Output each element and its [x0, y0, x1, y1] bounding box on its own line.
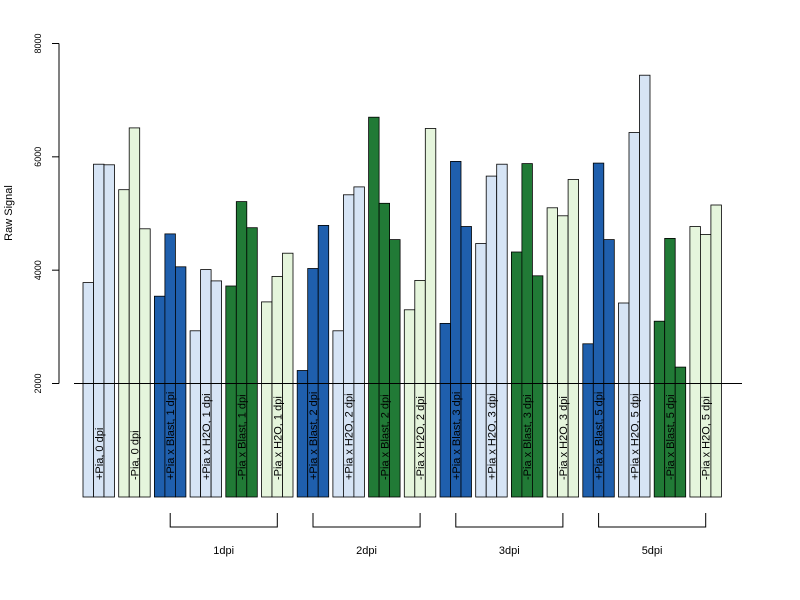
group-brackets: 1dpi 2dpi 3dpi 5dpi — [169, 513, 707, 557]
bar — [82, 282, 94, 498]
bar — [439, 322, 451, 498]
bar — [139, 228, 151, 498]
bar-category-label: -Pia x H2O, 5 dpi — [701, 396, 713, 480]
bar — [403, 309, 416, 498]
bar — [353, 186, 365, 498]
bar — [424, 128, 437, 498]
bar — [332, 330, 344, 498]
group-label: 3dpi — [499, 545, 520, 557]
y-axis-title: Raw Signal — [3, 185, 15, 241]
bar — [389, 239, 401, 498]
bar-category-label: +Pia x Blast, 3 dpi — [451, 392, 463, 480]
bar-category-label: +Pia x H2O, 5 dpi — [629, 393, 641, 480]
bar — [210, 280, 223, 498]
bar — [674, 366, 687, 498]
bar — [460, 226, 472, 498]
bar-category-label: -Pia x Blast, 1 dpi — [237, 394, 249, 480]
group-bracket — [312, 513, 421, 528]
bar — [510, 251, 523, 498]
bar-category-label: +Pia x H2O, 1 dpi — [201, 393, 213, 480]
bar-category-label: -Pia x Blast, 2 dpi — [379, 394, 391, 480]
bar — [653, 320, 666, 498]
bar — [118, 189, 130, 498]
bar — [689, 226, 701, 498]
bar — [603, 239, 615, 498]
bar-category-label: +Pia x Blast, 2 dpi — [308, 392, 320, 480]
bar-category-label: -Pia x Blast, 3 dpi — [522, 394, 534, 480]
group-bracket — [169, 513, 278, 528]
bar-category-label: +Pia x Blast, 1 dpi — [165, 392, 177, 480]
group-bracket — [598, 513, 707, 528]
bar — [618, 302, 630, 498]
bars-layer — [82, 74, 722, 498]
y-ticks: 2000 4000 6000 8000 — [33, 33, 59, 394]
bar — [261, 301, 273, 498]
group-label: 5dpi — [642, 545, 663, 557]
group-bracket — [455, 513, 564, 528]
bar-category-label: +Pia x H2O, 3 dpi — [487, 393, 499, 480]
bar — [546, 207, 558, 498]
bar-category-label: -Pia x Blast, 5 dpi — [665, 394, 677, 480]
y-tick-label: 6000 — [33, 147, 43, 167]
bar-category-label: +Pia x H2O, 2 dpi — [344, 393, 356, 480]
bar — [282, 252, 294, 498]
bar-category-label: +Pia, 0 dpi — [94, 428, 106, 480]
bar-category-label: -Pia, 0 dpi — [129, 430, 141, 480]
bar-labels: +Pia, 0 dpi -Pia, 0 dpi +Pia x Blast, 1 dp… — [94, 392, 713, 480]
bar — [639, 74, 651, 498]
bar — [174, 266, 187, 498]
y-tick-label: 4000 — [33, 260, 43, 280]
y-tick-label: 2000 — [33, 373, 43, 393]
bar-category-label: -Pia x H2O, 1 dpi — [272, 396, 284, 480]
bar — [368, 116, 380, 498]
y-tick-label: 8000 — [33, 33, 43, 53]
bar-category-label: +Pia x Blast, 5 dpi — [594, 392, 606, 480]
bar-category-label: -Pia x H2O, 3 dpi — [558, 396, 570, 480]
group-label: 1dpi — [213, 545, 234, 557]
group-label: 2dpi — [356, 545, 377, 557]
bar — [225, 285, 237, 498]
bar — [475, 243, 487, 498]
bar — [296, 370, 309, 498]
bar-category-label: -Pia x H2O, 2 dpi — [415, 396, 427, 480]
bar — [153, 295, 166, 498]
bar — [567, 179, 579, 498]
bar — [710, 204, 722, 498]
y-axis: Raw Signal — [3, 43, 60, 384]
bar — [317, 224, 330, 498]
bar — [496, 163, 508, 498]
bar — [103, 164, 115, 498]
bar — [532, 275, 544, 498]
bar — [582, 343, 594, 498]
bar — [246, 227, 258, 498]
bar — [189, 330, 202, 498]
